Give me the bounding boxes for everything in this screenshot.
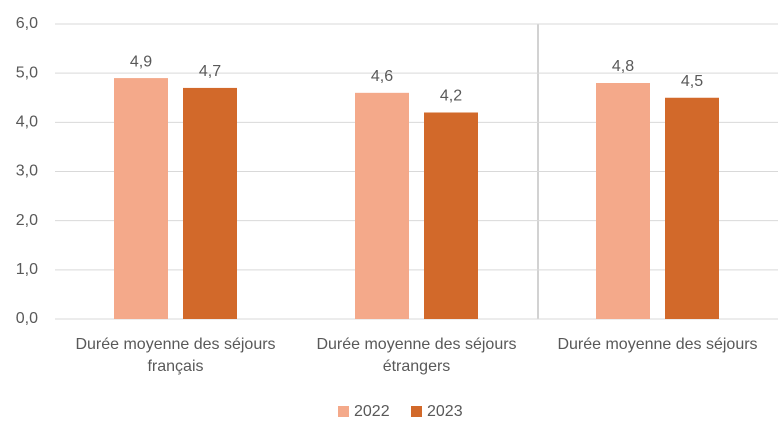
data-label: 4,2 <box>440 88 462 105</box>
bar <box>596 83 650 319</box>
y-tick-label: 1,0 <box>16 261 38 278</box>
legend-swatch <box>338 406 349 417</box>
y-tick-label: 4,0 <box>16 114 38 131</box>
y-tick-label: 2,0 <box>16 212 38 229</box>
data-label: 4,8 <box>612 58 634 75</box>
y-tick-label: 3,0 <box>16 163 38 180</box>
bar <box>183 87 237 320</box>
x-tick-label: Durée moyenne des séjours français <box>75 336 276 375</box>
y-tick-label: 5,0 <box>16 64 38 81</box>
data-label: 4,7 <box>199 63 221 80</box>
legend-swatch <box>411 406 422 417</box>
x-tick-label: Durée moyenne des séjours étrangers <box>316 336 517 375</box>
data-label: 4,9 <box>130 53 152 70</box>
bar <box>665 97 719 319</box>
y-tick-label: 0,0 <box>16 310 38 327</box>
y-tick-label: 6,0 <box>16 15 38 32</box>
legend-label: 2022 <box>354 403 390 420</box>
bar <box>424 112 478 319</box>
data-label: 4,5 <box>681 73 703 90</box>
bar <box>114 78 168 319</box>
legend-label: 2023 <box>427 403 463 420</box>
bar <box>355 92 409 319</box>
x-tick-label: Durée moyenne des séjours <box>557 336 758 353</box>
data-label: 4,6 <box>371 68 393 85</box>
